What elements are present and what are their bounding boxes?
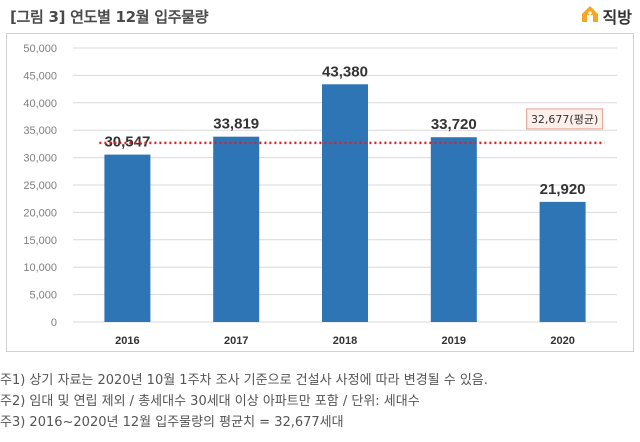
y-tick-label: 0 — [51, 317, 57, 329]
bar — [322, 84, 368, 322]
y-tick-label: 30,000 — [23, 153, 57, 165]
x-tick-label: 2019 — [442, 335, 466, 347]
house-logo-icon — [580, 4, 600, 28]
y-tick-label: 40,000 — [23, 98, 57, 110]
x-tick-label: 2017 — [224, 335, 248, 347]
x-tick-label: 2018 — [333, 335, 357, 347]
bar — [104, 154, 151, 322]
bar — [213, 136, 260, 322]
chart-area: 0 5,000 10,000 15,000 20,000 25,000 30,000 35,0… — [6, 33, 634, 352]
y-tick-label: 45,000 — [23, 70, 57, 82]
y-tick-label: 35,000 — [23, 125, 57, 137]
y-tick-label: 15,000 — [23, 235, 57, 247]
footnotes: 주1) 상기 자료는 2020년 10월 1주차 조사 기준으로 건설사 사정에… — [0, 370, 640, 433]
y-tick-label: 50,000 — [23, 43, 57, 55]
average-label-box — [526, 108, 604, 130]
footnote-1: 주1) 상기 자료는 2020년 10월 1주차 조사 기준으로 건설사 사정에… — [0, 373, 488, 388]
bar — [430, 137, 477, 322]
data-label: 43,380 — [322, 63, 368, 80]
y-tick-label: 20,000 — [23, 207, 57, 219]
data-label: 33,720 — [431, 116, 477, 133]
x-tick-label: 2020 — [550, 335, 574, 347]
brand-name: 직방 — [602, 8, 632, 27]
bar-chart: 0 5,000 10,000 15,000 20,000 25,000 30,000 35,0… — [23, 43, 617, 347]
brand-logo: 직방 — [580, 4, 632, 28]
bar — [539, 201, 586, 322]
data-label: 30,547 — [104, 134, 150, 151]
footnote-3: 주3) 2016~2020년 12월 입주물량의 평균치 = 32,677세대 — [0, 415, 344, 430]
data-label: 33,819 — [213, 116, 259, 133]
average-label: 32,677(평균) — [531, 113, 598, 126]
footnote-2: 주2) 임대 및 연립 제외 / 총세대수 30세대 이상 아파트만 포함 / … — [0, 394, 420, 409]
y-tick-label: 5,000 — [29, 290, 57, 302]
data-label: 21,920 — [540, 181, 586, 198]
y-tick-label: 25,000 — [23, 180, 57, 192]
chart-title: [그림 3] 연도별 12월 입주물량 — [10, 8, 209, 26]
x-tick-label: 2016 — [115, 335, 139, 347]
y-tick-label: 10,000 — [23, 262, 57, 274]
